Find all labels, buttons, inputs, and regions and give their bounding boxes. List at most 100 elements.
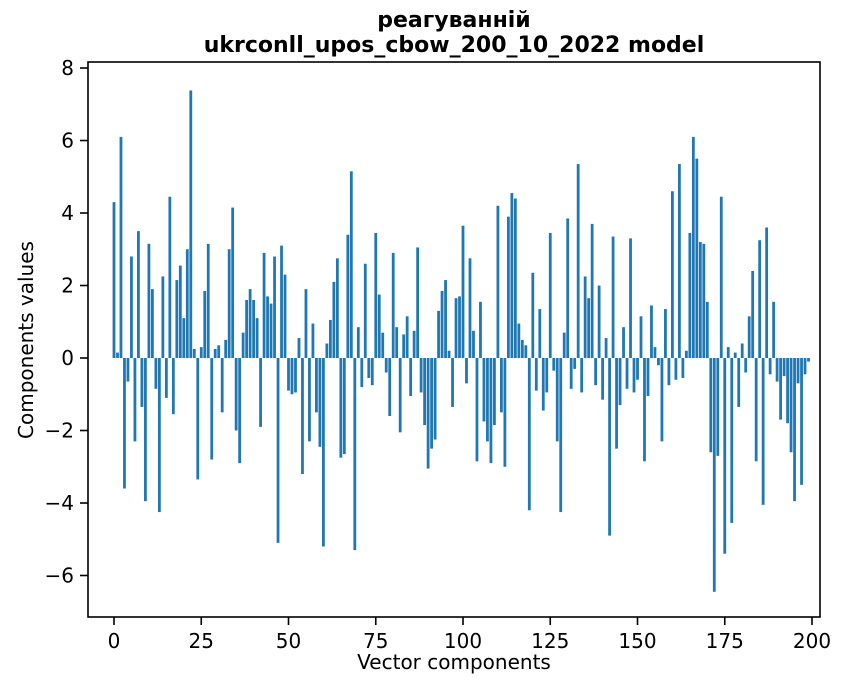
- bar: [559, 358, 563, 513]
- bar: [604, 338, 608, 359]
- bar: [391, 252, 395, 358]
- bar: [744, 358, 748, 373]
- bar: [353, 358, 357, 551]
- bar: [796, 358, 800, 384]
- bar: [622, 327, 625, 358]
- bar: [681, 358, 685, 378]
- bar: [576, 164, 580, 359]
- bar: [342, 358, 346, 455]
- bar: [402, 334, 406, 358]
- bar: [433, 358, 437, 440]
- bar: [405, 316, 409, 359]
- bar: [639, 316, 643, 359]
- bar: [730, 358, 734, 523]
- bar: [144, 358, 147, 502]
- bar: [259, 358, 262, 427]
- x-tick-label: 100: [444, 629, 482, 653]
- bar: [412, 330, 416, 359]
- bar: [562, 332, 566, 358]
- bar: [315, 358, 318, 413]
- bar: [482, 358, 486, 422]
- bar: [751, 271, 755, 359]
- bar: [650, 305, 653, 358]
- bar: [297, 338, 301, 359]
- bar: [409, 358, 413, 397]
- bar: [157, 358, 161, 513]
- bar: [671, 191, 674, 358]
- bar: [723, 358, 727, 554]
- bar: [513, 198, 517, 358]
- bar: [217, 345, 221, 359]
- bar: [510, 193, 514, 358]
- bar: [388, 358, 392, 416]
- bar: [583, 276, 587, 359]
- bar: [437, 310, 440, 358]
- bar: [252, 300, 255, 359]
- bar: [447, 350, 451, 359]
- bar: [625, 358, 629, 389]
- bar: [793, 358, 796, 502]
- bar: [761, 358, 765, 505]
- bar: [524, 345, 528, 359]
- bar: [171, 358, 175, 415]
- bar: [688, 232, 692, 359]
- bar: [493, 358, 496, 426]
- bar: [248, 289, 252, 358]
- bar: [807, 358, 810, 362]
- bar: [674, 358, 678, 380]
- bar: [213, 348, 217, 358]
- bar: [618, 358, 622, 406]
- bar: [325, 343, 329, 359]
- bar: [356, 327, 360, 358]
- bar: [461, 225, 465, 359]
- bar: [517, 323, 521, 359]
- chart-title: реагуванній ukrconll_upos_cbow_200_10_20…: [88, 8, 820, 58]
- bar: [503, 358, 507, 467]
- bar: [632, 358, 636, 393]
- bar: [206, 243, 210, 358]
- bar: [116, 352, 119, 359]
- x-axis-label: Vector components: [357, 650, 551, 674]
- bar: [332, 281, 336, 358]
- x-tick-label: 25: [189, 629, 214, 653]
- bar: [726, 347, 730, 358]
- y-tick-label: 8: [61, 56, 74, 80]
- bar: [479, 301, 482, 359]
- bar: [192, 348, 196, 358]
- bar: [147, 243, 151, 358]
- bar: [290, 358, 294, 395]
- bar: [486, 358, 489, 442]
- chart-title-line1: реагуванній: [377, 8, 531, 33]
- bar: [182, 318, 186, 358]
- bar: [112, 202, 116, 359]
- bar: [758, 240, 762, 359]
- bar: [695, 158, 699, 359]
- bar: [506, 216, 510, 359]
- bar: [287, 358, 290, 391]
- bar: [691, 136, 695, 359]
- bar: [269, 303, 273, 358]
- bar: [789, 358, 793, 453]
- bar: [566, 218, 570, 359]
- bar: [500, 358, 503, 413]
- bar: [273, 256, 276, 359]
- bar: [737, 358, 741, 407]
- bar: [426, 358, 430, 469]
- y-tick-label: −6: [45, 563, 74, 587]
- bar: [472, 330, 475, 359]
- bar: [123, 358, 126, 489]
- bar: [178, 265, 182, 358]
- bar: [346, 234, 350, 358]
- y-tick-label: 6: [61, 129, 74, 153]
- bar: [664, 309, 667, 359]
- bar: [151, 289, 154, 358]
- bar: [657, 358, 660, 366]
- bar: [168, 196, 172, 359]
- bar: [234, 358, 238, 431]
- bar: [262, 252, 266, 358]
- bar: [377, 294, 381, 358]
- bar: [520, 339, 524, 358]
- bar: [709, 358, 713, 453]
- bar: [133, 358, 137, 442]
- bar: [534, 358, 538, 391]
